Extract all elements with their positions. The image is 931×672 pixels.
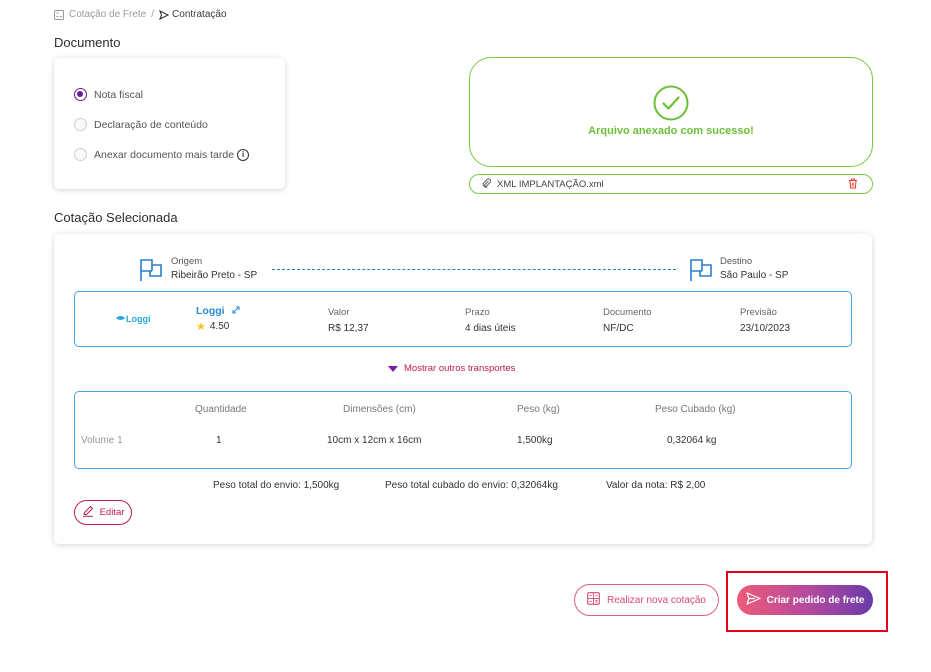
carrier-row[interactable]: Loggi Loggi ★ 4.50 Valor R$ 12,37 Prazo … — [74, 291, 852, 347]
loggi-logo-icon — [116, 314, 125, 324]
documento-label: Documento — [603, 307, 652, 318]
volume-quantidade: 1 — [216, 435, 222, 446]
info-icon[interactable]: i — [237, 148, 250, 161]
radio-label: Nota fiscal — [94, 88, 144, 101]
upload-success-message: Arquivo anexado com sucesso! — [588, 125, 754, 137]
create-order-label[interactable]: Criar pedido de frete — [766, 594, 865, 606]
radio-option-declaracao[interactable]: Declaração de conteúdo — [74, 118, 208, 131]
documento-column: Documento NF/DC — [603, 305, 652, 337]
volumes-table: Quantidade Dimensões (cm) Peso (kg) Peso… — [74, 391, 852, 469]
radio-label: Declaração de conteúdo — [94, 118, 208, 131]
origin-label: Origem — [171, 256, 203, 267]
star-icon: ★ — [196, 321, 206, 333]
create-order-button[interactable]: Criar pedido de frete — [737, 585, 873, 615]
rating-value: 4.50 — [209, 321, 230, 332]
total-cubed-weight: Peso total cubado do envio: 0,32064kg — [385, 480, 558, 491]
triangle-down-icon[interactable] — [388, 365, 398, 372]
documento-value: NF/DC — [603, 323, 634, 334]
attached-file-name: XML IMPLANTAÇÃO.xml — [497, 178, 604, 190]
previsao-value: 23/10/2023 — [740, 323, 791, 334]
show-more-transports-toggle[interactable]: Mostrar outros transportes — [388, 363, 515, 374]
volume-dimensoes: 10cm x 12cm x 16cm — [327, 435, 422, 446]
carrier-logo-text: Loggi — [126, 314, 151, 324]
breadcrumb-parent-link[interactable]: Cotação de Frete — [69, 9, 147, 20]
check-circle-icon — [653, 85, 689, 126]
prazo-column: Prazo 4 dias úteis — [465, 305, 516, 337]
destination-block: Destino São Paulo - SP — [720, 255, 788, 283]
origin-flag-icon — [139, 258, 163, 287]
invoice-value: Valor da nota: R$ 2,00 — [606, 480, 706, 491]
valor-value: R$ 12,37 — [328, 323, 369, 334]
attached-file: XML IMPLANTAÇÃO.xml — [469, 174, 873, 194]
radio-option-anexar-depois[interactable]: Anexar documento mais tarde i — [74, 148, 250, 161]
document-options-card: Nota fiscal Declaração de conteúdo Anexa… — [54, 58, 285, 189]
carrier-name[interactable]: Loggi — [196, 305, 240, 317]
destination-value: São Paulo - SP — [720, 270, 789, 281]
prazo-value: 4 dias úteis — [465, 323, 516, 334]
radio-button[interactable] — [74, 148, 87, 161]
origin-block: Origem Ribeirão Preto - SP — [171, 255, 257, 283]
valor-label: Valor — [328, 307, 350, 318]
radio-button[interactable] — [74, 118, 87, 131]
radio-button-checked[interactable] — [74, 88, 87, 101]
pencil-icon[interactable] — [82, 505, 94, 520]
destination-flag-icon — [689, 258, 713, 287]
total-weight: Peso total do envio: 1,500kg — [213, 480, 340, 491]
carrier-rating: ★ 4.50 — [196, 320, 229, 333]
edit-button[interactable]: Editar — [74, 500, 132, 525]
breadcrumb-separator: / — [151, 9, 155, 20]
upload-success-box: Arquivo anexado com sucesso! — [469, 57, 873, 167]
header-quantidade: Quantidade — [195, 404, 247, 415]
external-link-icon[interactable] — [232, 305, 240, 317]
header-peso-cubado: Peso Cubado (kg) — [655, 404, 736, 415]
paperclip-icon — [482, 178, 491, 191]
origin-value: Ribeirão Preto - SP — [171, 270, 258, 281]
new-quote-label[interactable]: Realizar nova cotação — [607, 594, 706, 606]
header-peso: Peso (kg) — [517, 404, 560, 415]
calculator-icon[interactable] — [587, 592, 600, 608]
documento-title: Documento — [54, 35, 121, 50]
route-line — [272, 269, 676, 270]
edit-button-label[interactable]: Editar — [99, 507, 125, 518]
destination-label: Destino — [720, 256, 753, 267]
carrier-name-text[interactable]: Loggi — [196, 305, 225, 317]
radio-option-nota-fiscal[interactable]: Nota fiscal — [74, 88, 143, 101]
breadcrumb-current: Contratação — [159, 9, 227, 20]
breadcrumb: Cotação de Frete / Contratação — [54, 9, 227, 20]
carrier-logo: Loggi — [116, 314, 151, 324]
previsao-label: Previsão — [740, 307, 777, 318]
highlight-frame — [726, 571, 888, 632]
trash-icon[interactable] — [848, 178, 858, 192]
radio-label: Anexar documento mais tarde — [94, 148, 235, 161]
volume-label: Volume 1 — [81, 435, 123, 446]
breadcrumb-current-label: Contratação — [172, 9, 227, 20]
calculator-icon — [54, 9, 64, 20]
cotacao-title: Cotação Selecionada — [54, 210, 178, 225]
selected-quote-card: Origem Ribeirão Preto - SP Destino São P… — [54, 234, 872, 544]
volume-peso: 1,500kg — [517, 435, 553, 446]
header-dimensoes: Dimensões (cm) — [343, 404, 416, 415]
previsao-column: Previsão 23/10/2023 — [740, 305, 790, 337]
send-icon — [159, 9, 170, 20]
volume-peso-cubado: 0,32064 kg — [667, 435, 717, 446]
prazo-label: Prazo — [465, 307, 490, 318]
send-icon[interactable] — [745, 592, 761, 608]
valor-column: Valor R$ 12,37 — [328, 305, 369, 337]
new-quote-button[interactable]: Realizar nova cotação — [574, 584, 719, 616]
show-more-transports-label[interactable]: Mostrar outros transportes — [404, 363, 516, 374]
